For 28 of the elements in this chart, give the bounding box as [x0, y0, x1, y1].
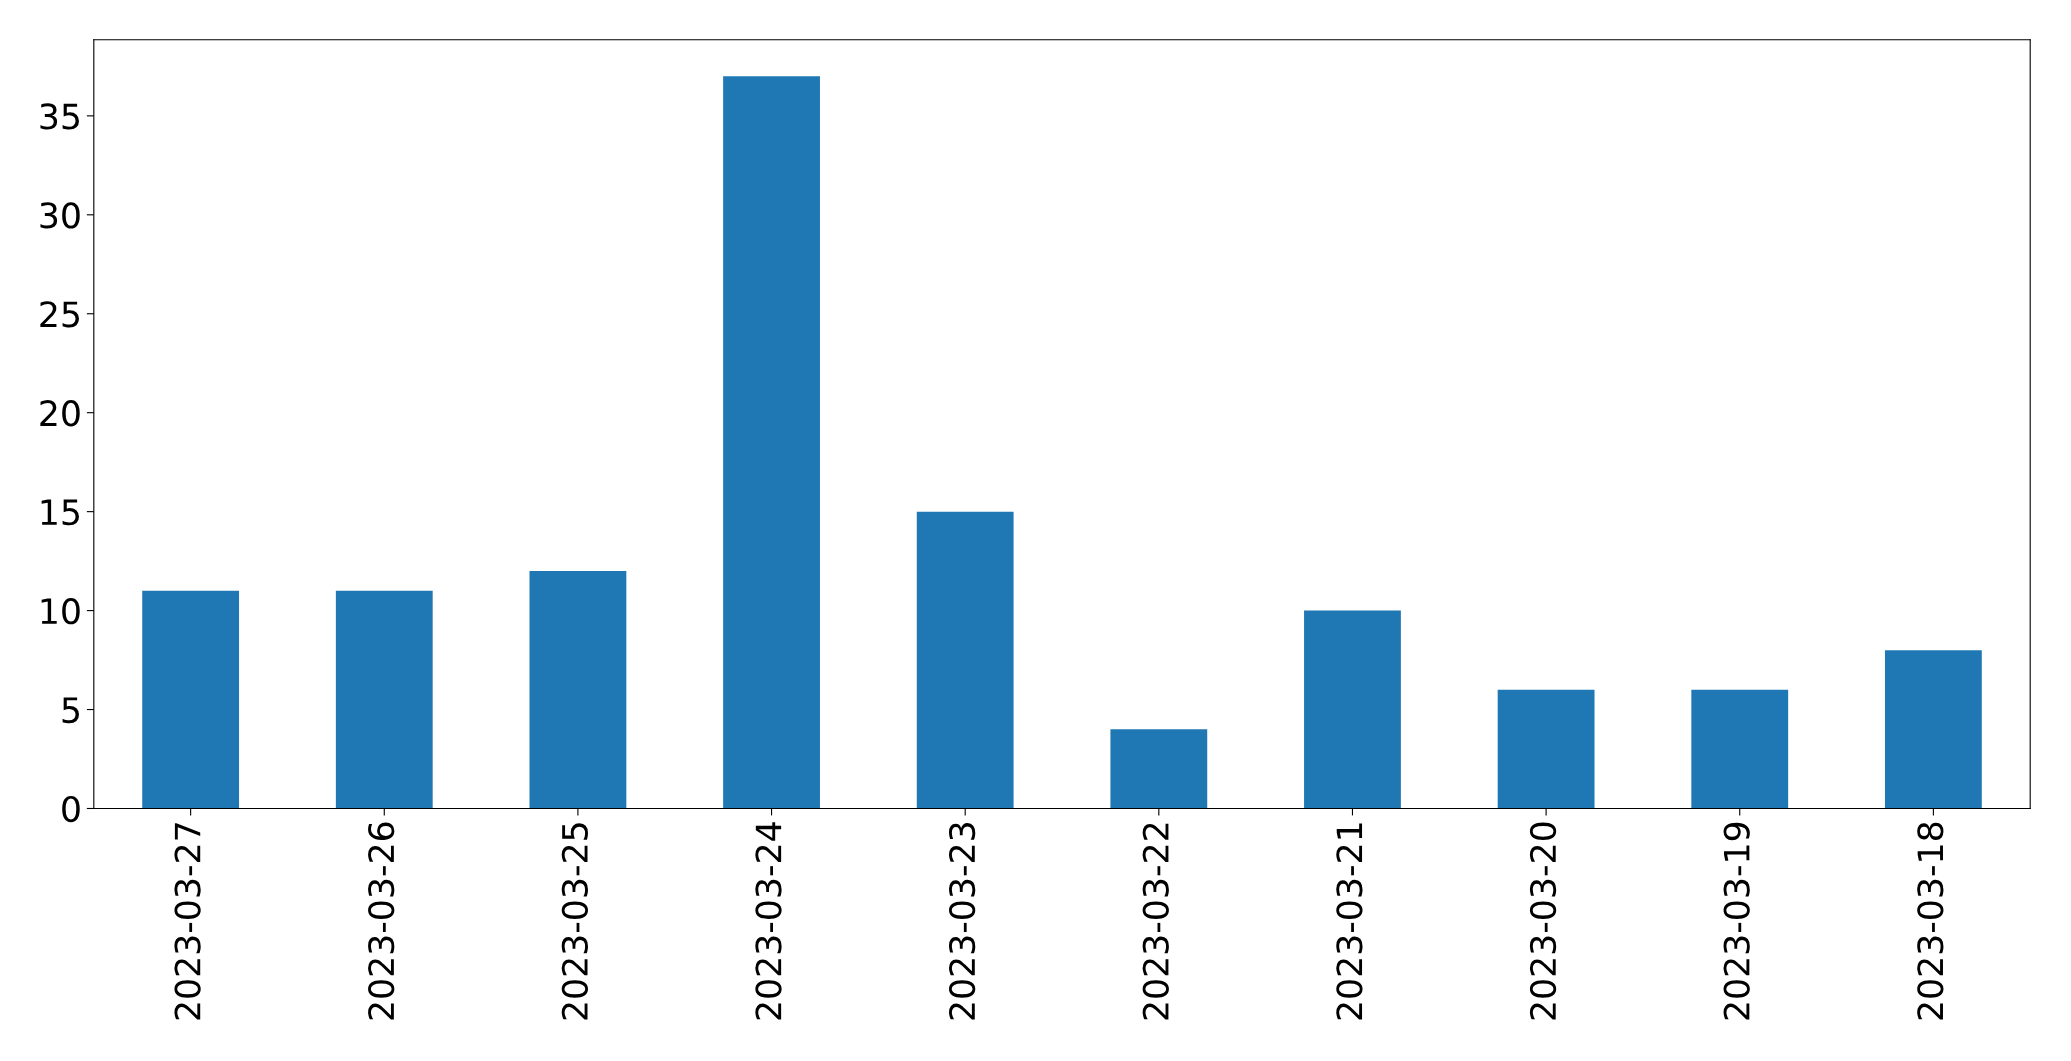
y-tick-label: 5	[62, 697, 79, 724]
bar	[1691, 689, 1789, 809]
y-tick-label: 20	[40, 400, 80, 427]
bar	[916, 511, 1014, 809]
bar	[1884, 650, 1982, 809]
x-tick-label: 2023-03-24	[755, 822, 782, 1020]
x-tick-label: 2023-03-23	[949, 823, 976, 1020]
y-tick-label: 10	[41, 598, 80, 625]
x-tick-label: 2023-03-27	[174, 823, 201, 1020]
x-tick-label: 2023-03-19	[1723, 822, 1750, 1020]
x-tick-label: 2023-03-18	[1917, 822, 1944, 1020]
y-tick-label: 25	[40, 301, 79, 328]
x-tick-label: 2023-03-26	[368, 822, 395, 1020]
x-tick-label: 2023-03-22	[1142, 823, 1169, 1020]
x-tick-label: 2023-03-21	[1336, 823, 1363, 1020]
y-tick-label: 30	[40, 202, 80, 229]
x-tick-label: 2023-03-25	[561, 823, 588, 1020]
bar	[142, 590, 240, 809]
bar	[723, 76, 820, 809]
bar	[1497, 689, 1595, 809]
y-tick-label: 0	[62, 795, 80, 823]
bar	[1304, 610, 1401, 809]
x-tick-label: 2023-03-20	[1529, 822, 1557, 1020]
bar	[335, 590, 433, 809]
y-tick-label: 15	[41, 499, 79, 526]
bar	[529, 571, 627, 809]
bar	[1110, 729, 1208, 809]
y-tick-label: 35	[40, 103, 79, 130]
